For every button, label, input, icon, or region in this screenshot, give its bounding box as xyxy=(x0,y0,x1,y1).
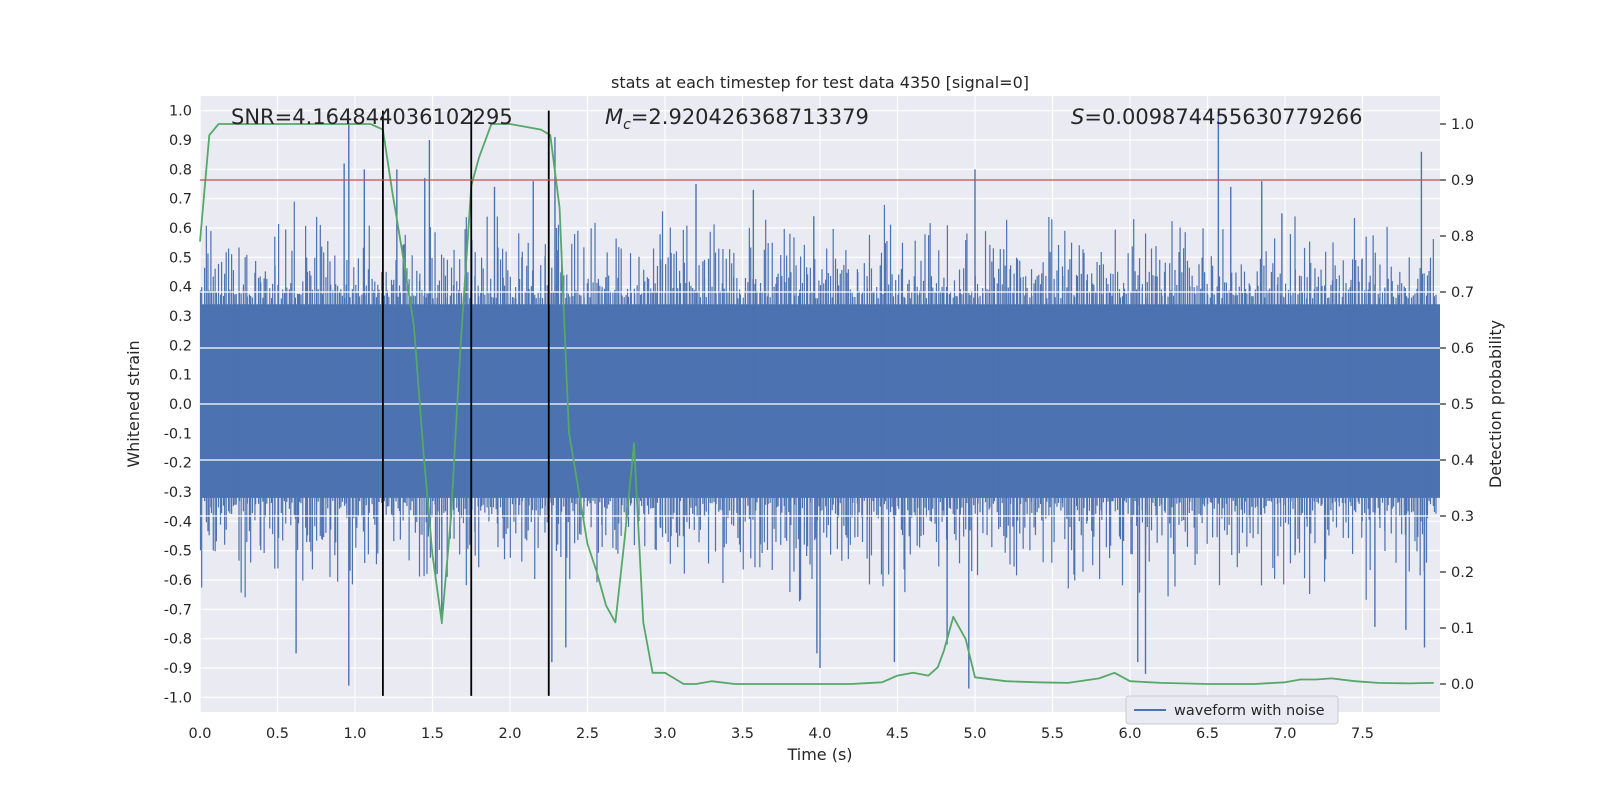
x-tick-label: 4.0 xyxy=(808,726,831,742)
x-tick-label: 4.5 xyxy=(886,726,909,742)
left-y-tick-label: 0.2 xyxy=(169,338,192,354)
left-y-axis-label: Whitened strain xyxy=(124,340,143,467)
mc-symbol: M xyxy=(605,105,623,129)
right-y-tick-label: 0.0 xyxy=(1451,677,1474,693)
x-tick-label: 2.5 xyxy=(576,726,599,742)
left-y-tick-label: -0.6 xyxy=(164,573,192,589)
left-y-tick-label: -0.8 xyxy=(164,632,192,648)
x-tick-label: 1.0 xyxy=(343,726,366,742)
right-y-tick-label: 1.0 xyxy=(1451,117,1474,133)
right-y-tick-label: 0.9 xyxy=(1451,173,1474,189)
legend-box xyxy=(1125,695,1339,725)
right-y-tick-label: 0.2 xyxy=(1451,565,1474,581)
x-axis-ticks: 0.0 0.5 1.0 1.5 2.0 2.5 3.0 3.5 4.0 4.5 5.0 5.5 6.0 6… xyxy=(188,726,1374,742)
legend-label: waveform with noise xyxy=(1174,703,1325,719)
legend: waveform with noise xyxy=(1125,695,1339,725)
x-tick-label: 3.0 xyxy=(653,726,676,742)
right-y-tick-label: 0.4 xyxy=(1451,453,1474,469)
right-y-tick-label: 0.6 xyxy=(1451,341,1474,357)
left-y-tick-label: 0.6 xyxy=(169,221,192,237)
x-tick-label: 7.0 xyxy=(1273,726,1296,742)
chart-title: stats at each timestep for test data 435… xyxy=(611,73,1029,92)
left-y-tick-label: -0.5 xyxy=(164,544,192,560)
right-y-tick-label: 0.3 xyxy=(1451,509,1474,525)
left-y-tick-label: 0.0 xyxy=(169,397,192,413)
s-symbol: S xyxy=(1071,105,1084,129)
right-y-axis-ticks: 1.0 0.9 0.8 0.7 0.6 0.5 0.4 0.3 0.2 0.1 0.0 xyxy=(1440,117,1474,693)
x-tick-label: 5.5 xyxy=(1041,726,1064,742)
left-y-tick-label: 0.7 xyxy=(169,192,192,208)
x-tick-label: 0.0 xyxy=(188,726,211,742)
left-y-tick-label: -0.1 xyxy=(164,426,192,442)
x-tick-label: 7.5 xyxy=(1351,726,1374,742)
left-y-tick-label: 0.4 xyxy=(169,280,192,296)
right-y-tick-label: 0.8 xyxy=(1451,229,1474,245)
right-y-axis-label: Detection probability xyxy=(1486,320,1505,488)
left-y-tick-label: -0.7 xyxy=(164,602,192,618)
x-tick-label: 6.5 xyxy=(1196,726,1219,742)
mc-value: =2.920426368713379 xyxy=(631,105,869,129)
s-value: =0.009874455630779266 xyxy=(1084,105,1362,129)
x-tick-label: 5.0 xyxy=(963,726,986,742)
x-tick-label: 6.0 xyxy=(1118,726,1141,742)
x-axis-label: Time (s) xyxy=(786,745,852,764)
left-y-tick-label: 0.5 xyxy=(169,250,192,266)
left-y-tick-label: -0.3 xyxy=(164,485,192,501)
left-y-tick-label: -0.9 xyxy=(164,661,192,677)
vertical-markers xyxy=(381,110,550,696)
left-y-tick-label: -0.4 xyxy=(164,514,192,530)
right-y-tick-label: 0.7 xyxy=(1451,285,1474,301)
snr-annotation: SNR=4.164844036102295 xyxy=(231,105,513,129)
right-axis-grid-lines xyxy=(200,291,1440,517)
left-y-tick-label: 0.9 xyxy=(169,133,192,149)
x-tick-label: 2.0 xyxy=(498,726,521,742)
chirp-mass-annotation: Mc=2.920426368713379 xyxy=(605,105,869,133)
right-y-tick-label: 0.1 xyxy=(1451,621,1474,637)
left-y-axis-ticks: 1.0 0.9 0.8 0.7 0.6 0.5 0.4 0.3 0.2 0.1 0.0 -0.1 -0.… xyxy=(164,104,192,707)
detection-probability-line xyxy=(199,123,1434,685)
left-y-tick-label: 1.0 xyxy=(169,104,192,120)
left-y-tick-label: 0.1 xyxy=(169,368,192,384)
left-y-tick-label: -0.2 xyxy=(164,456,192,472)
left-y-tick-label: 0.3 xyxy=(169,309,192,325)
left-y-tick-label: 0.8 xyxy=(169,162,192,178)
detection-probability-series xyxy=(199,123,1434,685)
x-tick-label: 1.5 xyxy=(421,726,444,742)
right-y-tick-label: 0.5 xyxy=(1451,397,1474,413)
mc-subscript: c xyxy=(623,117,631,133)
x-tick-label: 0.5 xyxy=(266,726,289,742)
s-annotation: S=0.009874455630779266 xyxy=(1071,105,1362,129)
left-y-tick-label: -1.0 xyxy=(164,690,192,706)
x-tick-label: 3.5 xyxy=(731,726,754,742)
